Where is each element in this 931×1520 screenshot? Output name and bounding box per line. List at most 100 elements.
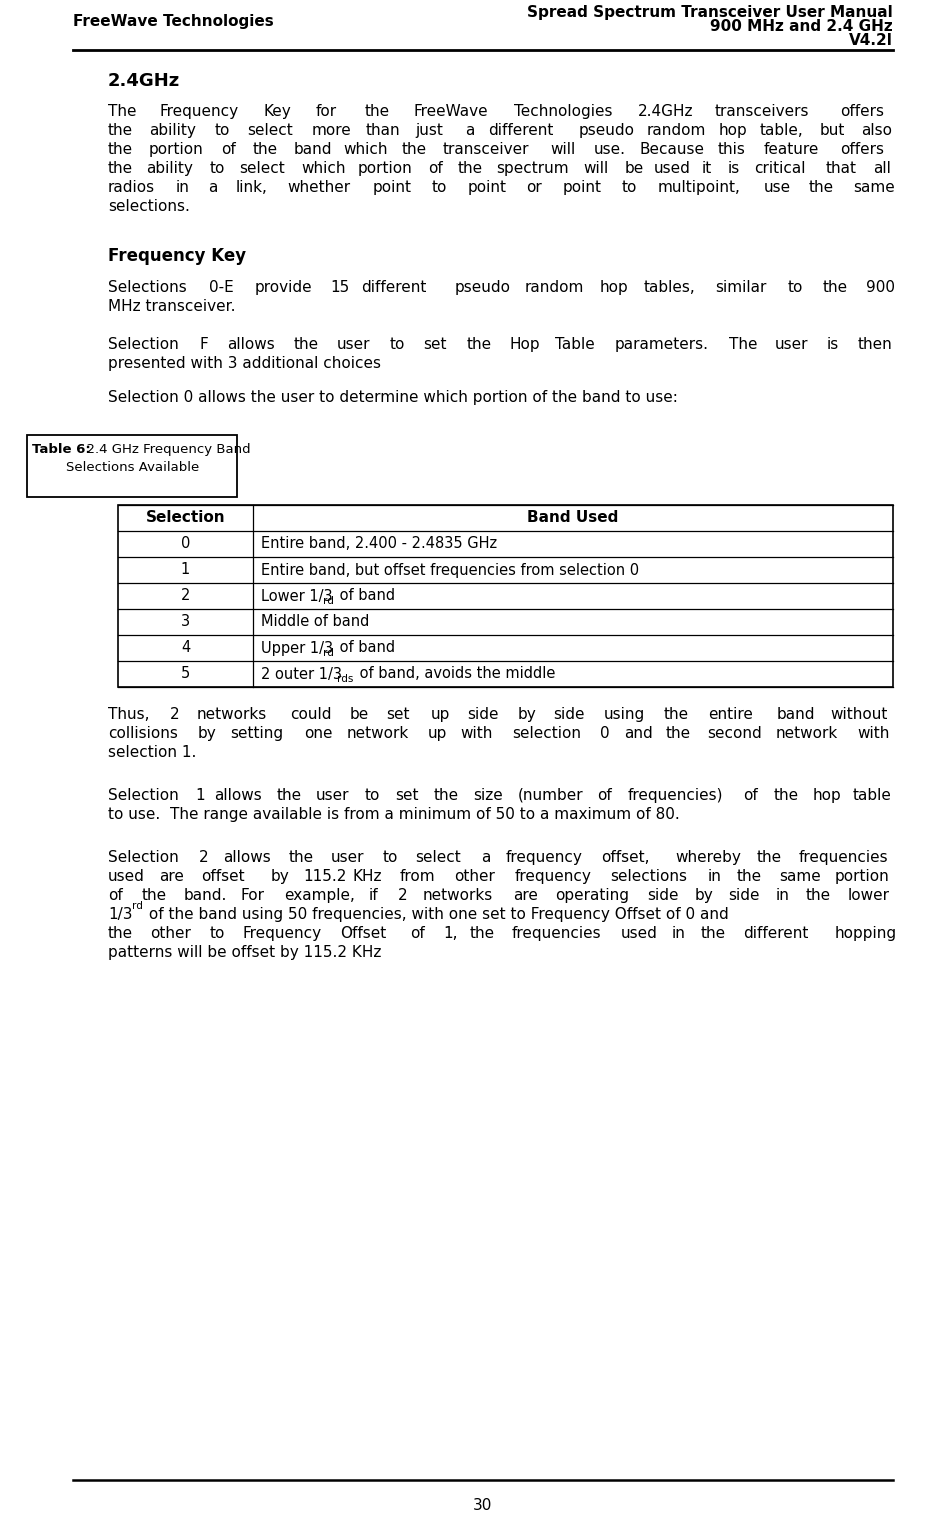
Text: to: to: [383, 850, 398, 865]
Text: side: side: [728, 888, 760, 903]
Text: 1: 1: [196, 787, 205, 803]
Text: hopping: hopping: [834, 926, 897, 941]
Text: to: to: [364, 787, 380, 803]
Text: Hop: Hop: [510, 337, 541, 353]
Text: the: the: [774, 787, 799, 803]
Text: 2: 2: [398, 888, 408, 903]
Text: with: with: [461, 727, 492, 742]
Text: Entire band, but offset frequencies from selection 0: Entire band, but offset frequencies from…: [261, 562, 639, 578]
Text: band: band: [293, 141, 332, 157]
Text: KHz: KHz: [353, 869, 383, 885]
Text: Spread Spectrum Transceiver User Manual: Spread Spectrum Transceiver User Manual: [527, 5, 893, 20]
Text: same: same: [779, 869, 821, 885]
Text: Entire band, 2.400 - 2.4835 GHz: Entire band, 2.400 - 2.4835 GHz: [261, 537, 497, 552]
Text: to: to: [788, 280, 803, 295]
Text: is: is: [827, 337, 839, 353]
Text: the: the: [701, 926, 726, 941]
Text: selections.: selections.: [108, 199, 190, 214]
Text: are: are: [513, 888, 538, 903]
Text: whereby: whereby: [675, 850, 741, 865]
Text: the: the: [108, 141, 133, 157]
Text: V4.2l: V4.2l: [849, 33, 893, 49]
Text: Table: Table: [555, 337, 595, 353]
Text: without: without: [830, 707, 888, 722]
Text: be: be: [625, 161, 643, 176]
Text: the: the: [365, 103, 390, 119]
Text: be: be: [349, 707, 369, 722]
Text: in: in: [708, 869, 722, 885]
Text: used: used: [654, 161, 691, 176]
Text: of: of: [411, 926, 425, 941]
Text: of: of: [108, 888, 123, 903]
Text: of: of: [597, 787, 612, 803]
Text: patterns will be offset by 115.2 KHz: patterns will be offset by 115.2 KHz: [108, 945, 382, 961]
Text: the: the: [663, 707, 688, 722]
Text: set: set: [395, 787, 418, 803]
Text: portion: portion: [358, 161, 412, 176]
Text: select: select: [415, 850, 462, 865]
Text: The: The: [108, 103, 137, 119]
Text: hop: hop: [600, 280, 628, 295]
Text: than: than: [365, 123, 400, 138]
Text: 30: 30: [473, 1499, 492, 1512]
Text: if: if: [368, 888, 378, 903]
Text: 3: 3: [181, 614, 190, 629]
Text: of: of: [428, 161, 443, 176]
Text: to use.  The range available is from a minimum of 50 to a maximum of 80.: to use. The range available is from a mi…: [108, 807, 680, 822]
Text: with: with: [857, 727, 889, 742]
Text: portion: portion: [834, 869, 889, 885]
Text: the: the: [466, 337, 492, 353]
Text: presented with 3 additional choices: presented with 3 additional choices: [108, 356, 381, 371]
Text: provide: provide: [254, 280, 312, 295]
Text: Upper 1/3: Upper 1/3: [261, 640, 333, 655]
Text: the: the: [806, 888, 831, 903]
Text: Key: Key: [264, 103, 291, 119]
Text: by: by: [270, 869, 289, 885]
Text: in: in: [671, 926, 685, 941]
Text: then: then: [857, 337, 892, 353]
Text: 0-E: 0-E: [209, 280, 234, 295]
Text: to: to: [209, 926, 225, 941]
Text: other: other: [150, 926, 191, 941]
Text: which: which: [343, 141, 387, 157]
Text: or: or: [527, 179, 542, 195]
Text: Frequency Key: Frequency Key: [108, 246, 246, 264]
Text: also: also: [861, 123, 892, 138]
Text: could: could: [290, 707, 331, 722]
Text: network: network: [776, 727, 838, 742]
Text: 900 MHz and 2.4 GHz: 900 MHz and 2.4 GHz: [710, 20, 893, 33]
Text: use.: use.: [594, 141, 626, 157]
Text: to: to: [389, 337, 405, 353]
Text: the: the: [277, 787, 302, 803]
Text: portion: portion: [149, 141, 203, 157]
Text: select: select: [247, 123, 293, 138]
Text: critical: critical: [754, 161, 805, 176]
Text: but: but: [820, 123, 845, 138]
Text: ability: ability: [146, 161, 194, 176]
Text: Technologies: Technologies: [514, 103, 613, 119]
Text: 4: 4: [181, 640, 190, 655]
Text: 900: 900: [867, 280, 896, 295]
Text: rd: rd: [323, 648, 334, 658]
Text: the: the: [294, 337, 319, 353]
Text: ability: ability: [149, 123, 196, 138]
Text: band.: band.: [183, 888, 227, 903]
Text: of: of: [743, 787, 758, 803]
Text: allows: allows: [214, 787, 262, 803]
Text: Because: Because: [640, 141, 705, 157]
Text: Frequency: Frequency: [159, 103, 238, 119]
Text: Band Used: Band Used: [527, 511, 619, 526]
Text: using: using: [604, 707, 645, 722]
Text: Selection: Selection: [108, 337, 179, 353]
Text: 2.4 GHz Frequency Band: 2.4 GHz Frequency Band: [78, 442, 250, 456]
Text: user: user: [337, 337, 371, 353]
Text: frequencies: frequencies: [799, 850, 889, 865]
Text: transceiver: transceiver: [442, 141, 529, 157]
Text: the: the: [108, 161, 133, 176]
Text: used: used: [621, 926, 657, 941]
Text: and: and: [624, 727, 653, 742]
Text: pseudo: pseudo: [455, 280, 511, 295]
Text: by: by: [518, 707, 536, 722]
Text: tables,: tables,: [643, 280, 695, 295]
Text: Frequency: Frequency: [243, 926, 322, 941]
